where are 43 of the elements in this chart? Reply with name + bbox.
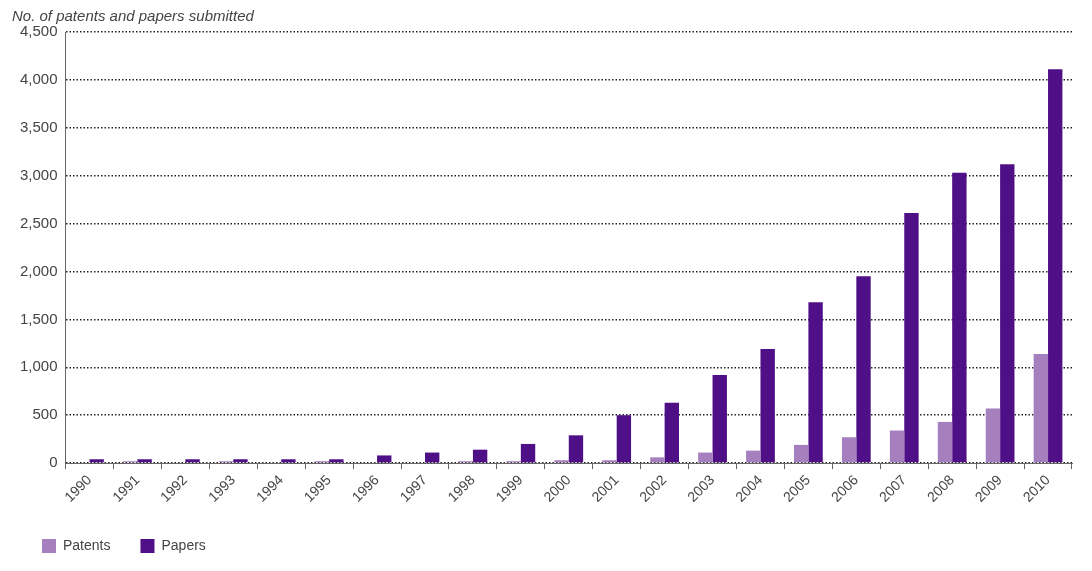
bar [664,402,679,463]
y-tick-label: 3,500 [19,117,58,135]
bar [616,415,632,463]
bar [985,408,1001,463]
bar [904,213,919,463]
bar [760,349,775,463]
y-tick-label: 2,500 [19,213,58,231]
y-tick-label: 500 [32,405,58,423]
y-tick-label: 1,000 [19,357,58,375]
bar [281,459,296,463]
y-tick-label: 2,000 [19,261,58,279]
bar [472,449,488,463]
bar [233,459,248,463]
bar [1048,69,1063,463]
bar [856,276,871,463]
y-tick-label: 4,000 [19,70,58,88]
bar [329,459,344,463]
bar [377,455,392,463]
bar [602,460,617,463]
bar [712,374,727,463]
bar [1000,164,1015,463]
bar [520,443,536,463]
bar [937,421,953,463]
bar [794,444,809,463]
bar [1033,353,1049,463]
bar [185,459,200,463]
bar [841,437,857,463]
bar [137,459,152,463]
bar [889,430,905,463]
y-tick-label: 3,000 [19,165,58,183]
y-axis-title: No. of patents and papers submitted [12,7,255,25]
bar [952,172,967,463]
legend-label: Patents [63,536,111,553]
bar [650,457,665,463]
bar [554,460,569,463]
y-tick-label: 1,500 [19,309,58,327]
y-tick-label: 0 [49,453,58,471]
bar [698,452,713,463]
legend-label: Papers [161,536,206,553]
bar [568,435,584,463]
bar [808,302,823,463]
bar [89,459,104,463]
bar [746,450,761,463]
